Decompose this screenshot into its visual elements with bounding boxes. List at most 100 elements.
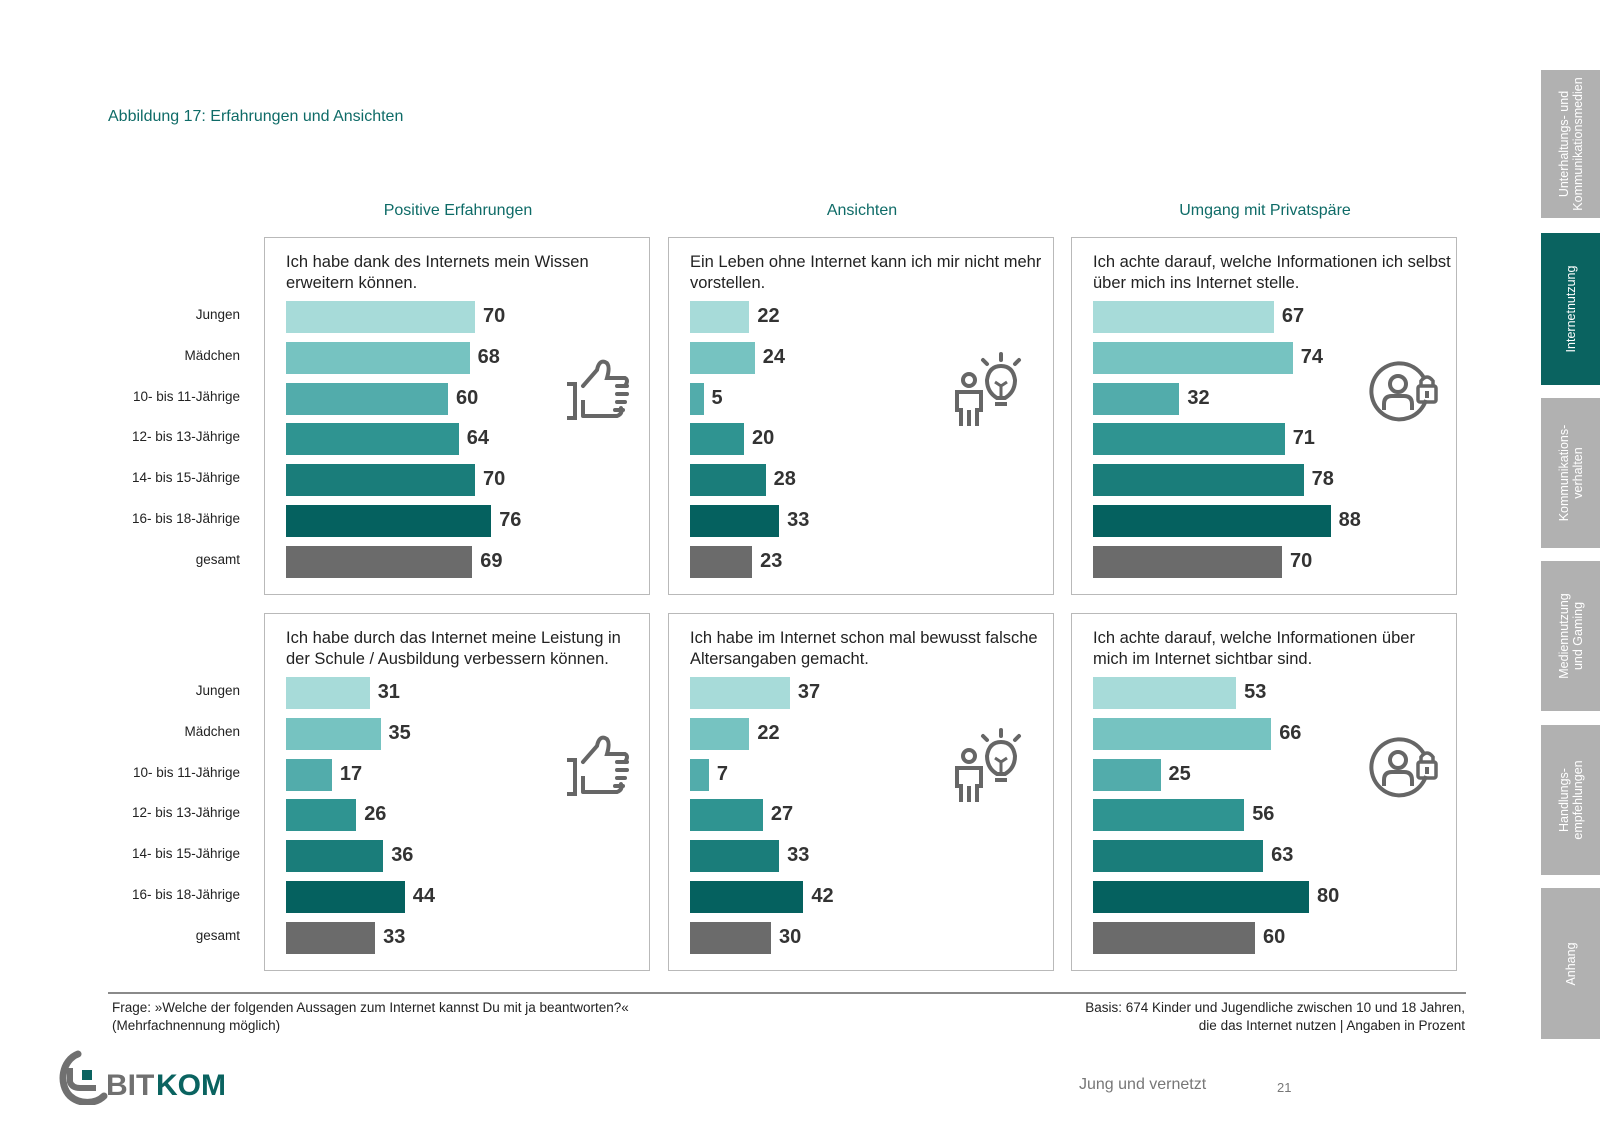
thumbs-up-icon <box>561 356 631 427</box>
data-label: 25 <box>1168 762 1191 785</box>
panel-question: Ich habe durch das Internet meine Leistu… <box>286 629 621 668</box>
data-label: 5 <box>711 386 723 409</box>
bar-12-bis-13-jährige <box>690 799 763 832</box>
bar-14-bis-15-jährige <box>286 840 384 873</box>
data-label: 56 <box>1252 803 1275 826</box>
data-label: 33 <box>383 925 406 948</box>
row-label: 12- bis 13-Jährige <box>131 805 240 821</box>
bar-16-bis-18-jährige <box>690 505 780 537</box>
bar-jungen <box>286 301 475 333</box>
data-label: 36 <box>391 844 414 867</box>
data-label: 60 <box>1263 925 1286 948</box>
data-label: 26 <box>364 803 387 826</box>
row-label: Mädchen <box>184 723 240 739</box>
column-header-ansichten: Ansichten <box>826 202 898 219</box>
bitkom-logo-icon: BIT KOM <box>59 1050 226 1106</box>
data-label: 76 <box>499 509 522 531</box>
bar-jungen <box>1093 677 1237 709</box>
row-label: 16- bis 18-Jährige <box>131 511 240 526</box>
data-label: 78 <box>1311 468 1334 491</box>
data-label: 53 <box>1244 681 1267 703</box>
data-label: 17 <box>339 762 363 785</box>
bar-mädchen <box>1093 341 1293 374</box>
bitkom-logo: BIT KOM <box>56 1050 226 1106</box>
data-label: 27 <box>770 803 794 826</box>
footer-divider <box>108 992 1466 994</box>
row-label: 10- bis 11-Jährige <box>132 388 240 404</box>
panel-leistung-schule: Ich habe durch das Internet meine Leistu… <box>264 613 650 971</box>
data-label: 60 <box>456 386 479 409</box>
data-label: 33 <box>787 509 810 531</box>
data-label: 80 <box>1317 885 1340 907</box>
bar-12-bis-13-jährige <box>286 423 459 456</box>
panel-sichtbare-infos: Ich achte darauf, welche Informationen ü… <box>1071 613 1457 971</box>
bar-jungen <box>286 677 370 709</box>
data-label: 70 <box>1290 549 1313 572</box>
row-label: 14- bis 15-Jährige <box>131 846 240 862</box>
bar-jungen <box>690 677 790 709</box>
data-label: 74 <box>1300 345 1324 368</box>
bar-16-bis-18-jährige <box>1093 881 1309 913</box>
data-label: 28 <box>773 468 796 491</box>
person-idea-icon <box>953 350 1023 439</box>
row-label: 12- bis 13-Jährige <box>131 429 240 445</box>
data-label: 35 <box>388 721 411 744</box>
data-label: 70 <box>483 468 506 491</box>
tab-label: Internetnutzung <box>1563 265 1578 353</box>
bar-16-bis-18-jährige <box>286 505 492 537</box>
panel-leben-ohne-internet: Ein Leben ohne Internet kann ich mir nic… <box>668 237 1054 595</box>
row-label: Jungen <box>195 683 240 698</box>
bar-10-bis-11-jährige <box>690 758 709 791</box>
data-label: 31 <box>377 681 400 703</box>
data-label: 69 <box>480 549 503 572</box>
bar-14-bis-15-jährige <box>690 840 780 873</box>
bar-gesamt <box>1093 921 1255 954</box>
row-label: 10- bis 11-Jährige <box>132 764 240 780</box>
basis-text: Basis: 674 Kinder und Jugendliche zwisch… <box>1085 1000 1465 1015</box>
panel-question: Ich habe dank des Internets mein Wissen … <box>286 253 589 292</box>
tab-handlungsempfehlungen[interactable]: Handlungs- empfehlungen <box>1541 725 1600 875</box>
tab-kommunikationsverhalten[interactable]: Kommunikations- verhalten <box>1541 398 1600 548</box>
data-label: 63 <box>1271 844 1294 867</box>
column-header-privatsphaere: Umgang mit Privatspäre <box>1179 202 1351 219</box>
question-note: (Mehrfachnennung möglich) <box>112 1018 281 1033</box>
question-text: Frage: »Welche der folgenden Aussagen zu… <box>112 1000 629 1015</box>
bar-16-bis-18-jährige <box>1093 505 1331 537</box>
data-label: 88 <box>1338 509 1361 531</box>
bar-12-bis-13-jährige <box>690 423 744 456</box>
tab-unterhaltungsmedien[interactable]: Unterhaltungs- und Kommunikationsmedien <box>1541 70 1600 218</box>
bar-gesamt <box>690 921 771 954</box>
question-footnote: Frage: »Welche der folgenden Aussagen zu… <box>112 999 629 1035</box>
bar-10-bis-11-jährige <box>690 382 704 415</box>
figure-title: Abbildung 17: Erfahrungen und Ansichten <box>108 108 404 125</box>
data-label: 66 <box>1279 721 1302 744</box>
panel-eigene-infos: Ich achte darauf, welche Informationen i… <box>1071 237 1457 595</box>
bar-14-bis-15-jährige <box>690 464 766 497</box>
panel-question: Ich habe im Internet schon mal bewusst f… <box>690 629 1038 668</box>
panel-question: Ich achte darauf, welche Informationen ü… <box>1093 629 1415 668</box>
tab-label: Mediennutzung und Gaming <box>1556 593 1585 679</box>
bar-16-bis-18-jährige <box>286 881 405 913</box>
bar-jungen <box>690 301 750 333</box>
panel-falsche-altersangaben: Ich habe im Internet schon mal bewusst f… <box>668 613 1054 971</box>
column-header-positive: Positive Erfahrungen <box>383 202 533 219</box>
basis-units: die das Internet nutzen | Angaben in Pro… <box>1198 1018 1465 1033</box>
tab-label: Unterhaltungs- und Kommunikationsmedien <box>1556 77 1585 211</box>
bar-14-bis-15-jährige <box>1093 840 1264 873</box>
tab-mediennutzung-gaming[interactable]: Mediennutzung und Gaming <box>1541 561 1600 711</box>
data-label: 20 <box>752 427 775 450</box>
data-label: 33 <box>787 844 810 867</box>
row-label: 16- bis 18-Jährige <box>131 887 240 902</box>
tab-internetnutzung[interactable]: Internetnutzung <box>1541 233 1600 385</box>
row-label: Jungen <box>195 307 240 322</box>
data-label: 23 <box>760 549 783 572</box>
row-label: Mädchen <box>184 347 240 363</box>
bar-mädchen <box>286 341 470 374</box>
data-label: 37 <box>797 681 821 703</box>
tab-anhang[interactable]: Anhang <box>1541 888 1600 1039</box>
logo-text-kom: KOM <box>156 1069 226 1102</box>
panel-question: Ein Leben ohne Internet kann ich mir nic… <box>690 253 1042 292</box>
bar-gesamt <box>286 545 473 578</box>
bar-12-bis-13-jährige <box>1093 423 1285 456</box>
data-label: 7 <box>716 762 729 785</box>
